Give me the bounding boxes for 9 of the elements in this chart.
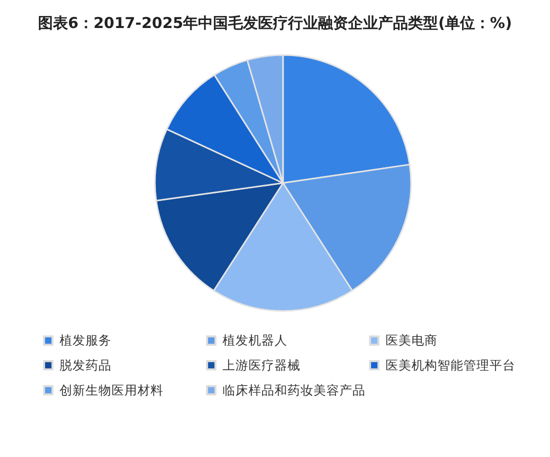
legend-label: 植发服务	[60, 332, 112, 348]
legend-label: 医美电商	[386, 332, 438, 348]
legend-label: 上游医疗器械	[222, 357, 300, 372]
legend-label: 脱发药品	[60, 357, 112, 372]
chart-title: 图表6：2017-2025年中国毛发医疗行业融资企业产品类型(单位：%)	[38, 14, 512, 32]
legend-label: 植发机器人	[222, 332, 288, 348]
legend-label: 医美机构智能管理平台	[386, 357, 516, 372]
legend-label: 临床样品和药妆美容产品	[222, 382, 366, 398]
legend-label: 创新生物医用材料	[60, 382, 164, 398]
